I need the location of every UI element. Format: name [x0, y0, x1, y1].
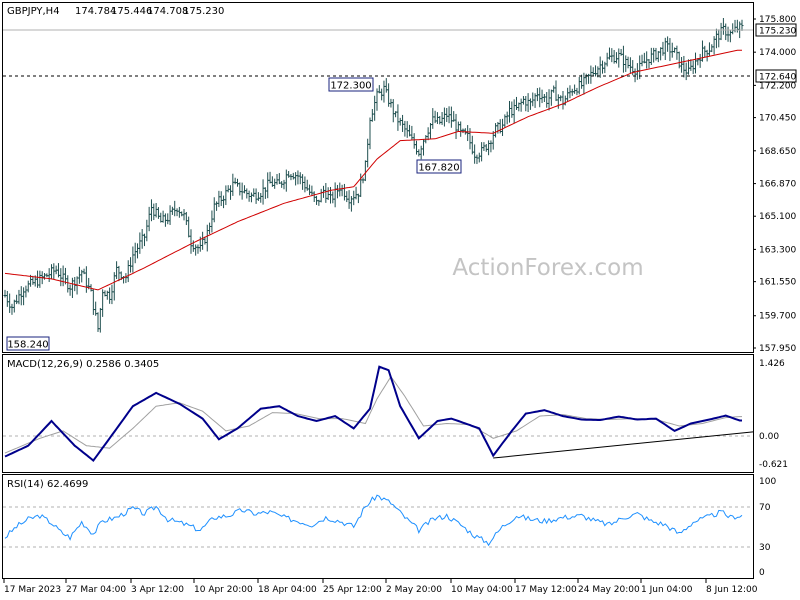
price-tick-label: 174.000: [759, 48, 796, 58]
ohlc-open: 174.784: [75, 6, 116, 17]
annotation-low-march: 158.240: [6, 336, 50, 351]
price-tick-label: 161.550: [759, 278, 796, 288]
ohlc-bar: [740, 19, 744, 31]
rsi-label: RSI(14) 62.4699: [7, 479, 88, 490]
x-axis-label: 10 May 04:00: [451, 585, 513, 595]
ohlc-close: 175.230: [183, 6, 224, 17]
rsi-tick-0: 0: [759, 568, 765, 578]
rsi-tick-30: 30: [759, 543, 771, 553]
x-axis-label: 8 Jun 12:00: [706, 585, 758, 595]
ohlc-high: 175.446: [111, 6, 152, 17]
macd-signal-line: [4, 375, 742, 454]
ohlc-low: 174.708: [147, 6, 188, 17]
annotation-high-label: 172.300: [330, 81, 371, 92]
annotation-low-may: 167.820: [416, 159, 462, 174]
price-tick-label: 168.650: [759, 147, 796, 157]
moving-average-line: [4, 49, 742, 291]
rsi-panel: [2, 474, 754, 579]
x-axis-label: 18 Apr 04:00: [258, 585, 317, 595]
price-tick-label: 166.870: [759, 180, 796, 190]
price-tick-label: 165.100: [759, 212, 796, 222]
price-tick-label: 157.950: [759, 344, 796, 354]
macd-main-line: [4, 365, 742, 462]
macd-tick-bottom: -0.621: [759, 460, 788, 470]
price-tick-label: 172.200: [759, 81, 796, 91]
price-tick-label: 163.300: [759, 245, 796, 255]
annotation-low-march-label: 158.240: [7, 340, 48, 351]
x-axis-label: 1 Jun 04:00: [641, 585, 693, 595]
macd-label: MACD(12,26,9) 0.2586 0.3405: [7, 359, 159, 370]
annotation-high: 172.300: [328, 77, 374, 92]
annotation-low-may-label: 167.820: [418, 163, 459, 174]
rsi-tick-100: 100: [759, 477, 776, 487]
macd-trendline: [493, 431, 754, 459]
price-tick-label: 175.800: [759, 15, 796, 25]
rsi-tick-70: 70: [759, 503, 771, 513]
x-axis-label: 25 Apr 12:00: [323, 585, 382, 595]
watermark: ActionForex.com: [452, 255, 643, 281]
x-axis-label: 10 Apr 20:00: [194, 585, 253, 595]
macd-tick-top: 1.426: [759, 359, 785, 369]
level-price-value: 172.640: [759, 73, 796, 83]
x-axis-label: 17 Mar 2023: [4, 585, 61, 595]
x-axis-label: 27 Mar 04:00: [66, 585, 126, 595]
x-axis-label: 2 May 20:00: [386, 585, 442, 595]
level-price-tag: [755, 69, 797, 83]
price-panel: [2, 2, 754, 353]
last-price-value: 175.230: [759, 27, 796, 37]
price-tick-label: 170.450: [759, 114, 796, 124]
macd-tick-zero: 0.00: [759, 432, 779, 442]
x-axis-label: 24 May 20:00: [578, 585, 640, 595]
symbol-label: GBPJPY,H4: [7, 6, 60, 17]
last-price-tag: [755, 23, 797, 37]
rsi-line: [4, 494, 743, 547]
x-axis-label: 17 May 12:00: [515, 585, 577, 595]
price-tick-label: 159.700: [759, 312, 796, 322]
x-axis-label: 3 Apr 12:00: [131, 585, 184, 595]
